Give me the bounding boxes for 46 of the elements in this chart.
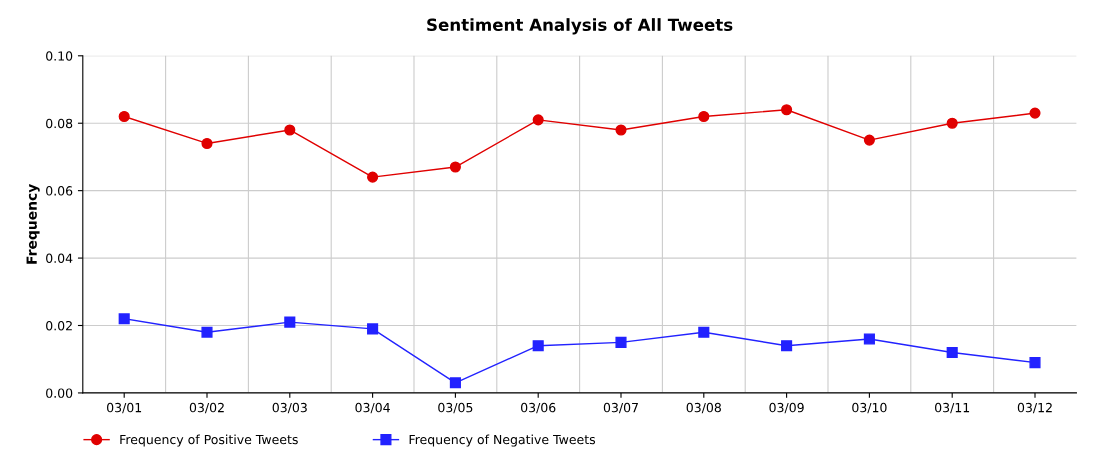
- x-tick-label: 03/06: [521, 402, 556, 414]
- point: [449, 377, 461, 389]
- y-tick-label: 0.00: [46, 388, 73, 398]
- x-tick-label: 03/05: [438, 402, 473, 414]
- point: [781, 104, 793, 116]
- point: [615, 336, 627, 348]
- point: [946, 117, 958, 129]
- x-tick-label: 03/02: [189, 402, 224, 414]
- y-tick-label: 0.04: [46, 253, 73, 263]
- point: [863, 134, 875, 146]
- y-tick-label: 0.08: [46, 118, 73, 129]
- point: [284, 316, 296, 328]
- point: [946, 346, 958, 359]
- x-tick-label: 03/03: [272, 402, 307, 414]
- point: [1029, 357, 1041, 369]
- point: [449, 161, 461, 173]
- point: [615, 124, 627, 136]
- point: [863, 333, 875, 345]
- point: [367, 323, 379, 335]
- y-tick-label: 0.10: [46, 51, 73, 61]
- point: [118, 110, 130, 123]
- x-tick-label: 03/09: [769, 402, 804, 414]
- legend-label: Frequency of Negative Tweets: [409, 434, 596, 447]
- y-axis-title: Frequency: [26, 183, 40, 264]
- point: [698, 326, 710, 338]
- x-tick-label: 03/04: [355, 402, 390, 414]
- point: [532, 114, 544, 126]
- point: [367, 171, 379, 183]
- legend-label: Frequency of Positive Tweets: [120, 434, 298, 447]
- point: [284, 124, 296, 136]
- x-tick-label: 03/07: [603, 402, 638, 414]
- y-tick-label: 0.02: [46, 320, 72, 331]
- point: [1029, 107, 1041, 119]
- point: [118, 313, 130, 325]
- point: [201, 326, 213, 338]
- chart-title: Sentiment Analysis of All Tweets: [427, 18, 733, 35]
- x-tick-label: 03/11: [935, 402, 970, 414]
- point: [698, 110, 710, 123]
- point: [201, 137, 213, 150]
- x-tick-label: 03/12: [1017, 402, 1052, 414]
- x-tick-label: 03/01: [107, 402, 142, 414]
- y-tick-label: 0.06: [46, 186, 73, 196]
- x-tick-label: 03/10: [852, 402, 887, 414]
- x-tick-label: 03/08: [686, 402, 721, 414]
- point: [532, 340, 544, 352]
- point: [781, 340, 793, 352]
